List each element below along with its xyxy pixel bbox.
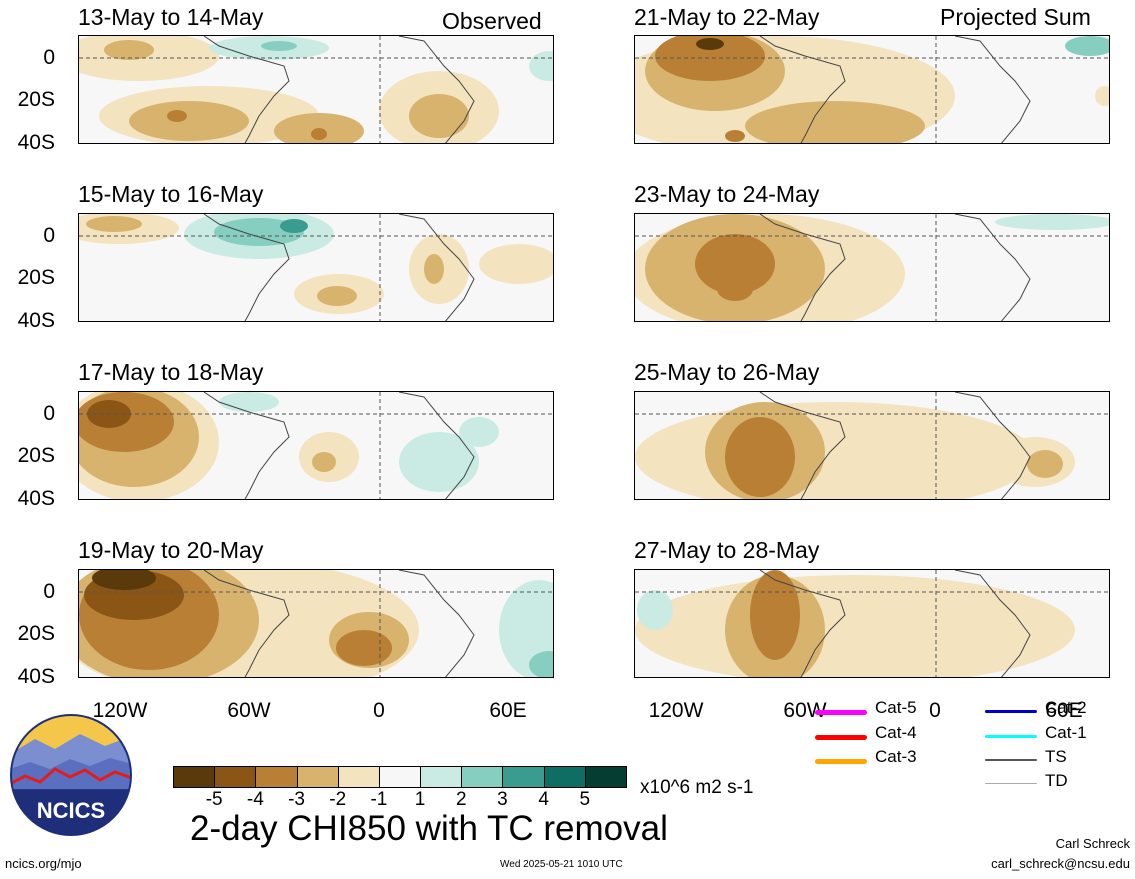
legend-label: Cat-2 <box>1045 698 1087 717</box>
lat-label: 40S <box>17 309 55 332</box>
legend-swatch <box>815 735 867 740</box>
colorbar-cell <box>543 766 586 788</box>
lat-label: 0 <box>43 402 55 425</box>
lon-label: 60W <box>227 699 271 722</box>
map-panel <box>634 35 1110 144</box>
legend-label: TD <box>1045 771 1068 790</box>
panel-title: 19-May to 20-May <box>78 537 264 563</box>
colorbar-cell <box>255 766 298 788</box>
legend-label: Cat-3 <box>875 747 917 766</box>
colorbar-cell <box>296 766 339 788</box>
colorbar-cell <box>584 766 627 788</box>
lat-label: 20S <box>17 622 55 645</box>
panel-title: 25-May to 26-May <box>634 359 820 385</box>
observed-label: Observed <box>442 8 542 34</box>
lon-label: 60E <box>1045 699 1083 722</box>
lon-label: 0 <box>373 699 385 722</box>
colorbar-tick-label: -3 <box>288 789 305 810</box>
legend-swatch <box>815 759 867 764</box>
colorbar-tick-label: -4 <box>246 789 264 810</box>
map-panel <box>78 569 554 678</box>
lon-label: 60E <box>489 699 527 722</box>
legend-label: Cat-4 <box>875 723 917 742</box>
map-panel <box>78 213 554 322</box>
colorbar <box>173 766 627 788</box>
footer-email: carl_schreck@ncsu.edu <box>991 856 1130 871</box>
colorbar-cell <box>461 766 504 788</box>
lat-label: 20S <box>17 444 55 467</box>
colorbar-cell <box>173 766 216 788</box>
legend-swatch <box>985 759 1037 761</box>
footer-url: ncics.org/mjo <box>5 856 82 871</box>
map-panel <box>634 213 1110 322</box>
colorbar-cell <box>214 766 257 788</box>
map-panel <box>634 569 1110 678</box>
legend-label: TS <box>1045 747 1067 766</box>
panel-title: 21-May to 22-May <box>634 4 820 30</box>
colorbar-cell <box>502 766 545 788</box>
panel-title: 27-May to 28-May <box>634 537 820 563</box>
lon-label: 60W <box>783 699 827 722</box>
map-panel <box>78 35 554 144</box>
lat-label: 0 <box>43 46 55 69</box>
colorbar-tick-label: -2 <box>329 789 347 810</box>
lon-label: 120W <box>648 699 704 722</box>
colorbar-tick-label: -5 <box>205 789 223 810</box>
lon-label: 0 <box>929 699 941 722</box>
footer-author: Carl Schreck <box>1055 836 1130 851</box>
colorbar-tick-label: 1 <box>414 789 426 810</box>
colorbar-cell <box>420 766 463 788</box>
map-panel <box>634 391 1110 500</box>
colorbar-units: x10^6 m2 s-1 <box>640 777 754 798</box>
panel-title: 13-May to 14-May <box>78 4 264 30</box>
legend-swatch <box>815 710 867 715</box>
map-panel <box>78 391 554 500</box>
legend-label: Cat-1 <box>1045 723 1087 742</box>
colorbar-cell <box>337 766 380 788</box>
lat-label: 20S <box>17 88 55 111</box>
lat-label: 40S <box>17 131 55 154</box>
panel-title: 23-May to 24-May <box>634 181 820 207</box>
panel-title: 15-May to 16-May <box>78 181 264 207</box>
panel-title: 17-May to 18-May <box>78 359 264 385</box>
lat-label: 20S <box>17 266 55 289</box>
lat-label: 40S <box>17 665 55 688</box>
lat-label: 40S <box>17 487 55 510</box>
ncics-logo: NCICS <box>10 714 132 836</box>
logo-text: NCICS <box>37 798 105 823</box>
colorbar-cell <box>378 766 422 788</box>
legend-label: Cat-5 <box>875 698 917 717</box>
colorbar-tick-label: 5 <box>579 789 591 810</box>
projected-sum-label: Projected Sum <box>940 4 1091 30</box>
lat-label: 0 <box>43 224 55 247</box>
colorbar-labels: -5 -4 -3 -2 -1 1 2 3 4 5 <box>173 789 626 813</box>
main-title: 2-day CHI850 with TC removal <box>190 809 668 848</box>
legend-swatch <box>985 735 1037 738</box>
lat-label: 0 <box>43 580 55 603</box>
colorbar-tick-label: 3 <box>497 789 508 810</box>
lon-label: 120W <box>92 699 148 722</box>
colorbar-tick-label: 2 <box>455 789 467 810</box>
colorbar-tick-label: 4 <box>538 789 549 810</box>
legend-swatch <box>985 710 1037 713</box>
colorbar-tick-label: -1 <box>370 789 388 810</box>
footer-timestamp: Wed 2025-05-21 1010 UTC <box>500 859 623 870</box>
legend-swatch <box>985 783 1037 784</box>
